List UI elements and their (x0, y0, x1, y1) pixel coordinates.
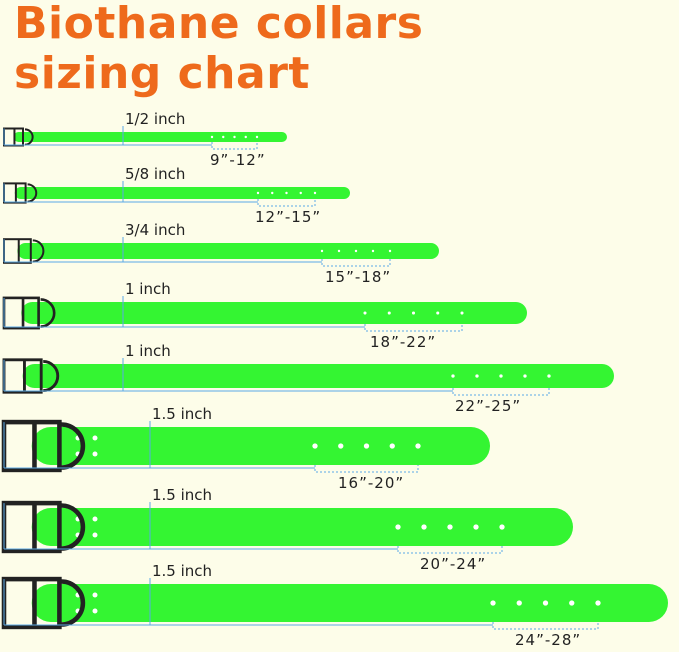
d-ring (61, 422, 86, 470)
hole (271, 191, 274, 195)
size-label: 15”-18” (325, 268, 391, 286)
width-label: 1 inch (125, 342, 171, 360)
d-ring (61, 579, 86, 627)
size-label: 18”-22” (370, 333, 436, 351)
title-line: sizing chart (14, 48, 310, 99)
hole (92, 435, 98, 441)
hole (92, 451, 98, 457)
width-label: 1.5 inch (152, 486, 212, 504)
hole (389, 443, 395, 449)
d-ring (24, 128, 34, 146)
hole (244, 135, 247, 139)
hole (337, 249, 341, 253)
hole (473, 524, 479, 530)
strap (31, 584, 668, 622)
size-bracket (452, 388, 550, 396)
hole (285, 191, 288, 195)
strap (31, 508, 573, 546)
hole (233, 135, 236, 139)
size-bracket (364, 324, 463, 332)
size-bracket (397, 546, 503, 554)
hole (475, 374, 479, 378)
strap (22, 364, 615, 388)
hole (447, 524, 453, 530)
size-label: 22”-25” (455, 397, 521, 415)
d-ring (40, 298, 56, 328)
width-label: 1.5 inch (152, 562, 212, 580)
size-bracket (321, 259, 391, 267)
hole (210, 135, 214, 139)
hole (363, 443, 370, 449)
hole (312, 443, 318, 449)
strap (14, 187, 351, 199)
hole (92, 516, 98, 522)
width-label: 1 inch (125, 280, 171, 298)
hole (92, 592, 98, 598)
hole (92, 532, 98, 538)
size-label: 9”-12” (210, 151, 266, 169)
d-ring (27, 183, 38, 203)
hole (371, 249, 375, 253)
hole (569, 600, 575, 606)
hole (363, 311, 367, 315)
d-ring (43, 359, 60, 393)
hole (523, 374, 527, 378)
hole (460, 311, 464, 315)
hole (388, 249, 392, 253)
strap (31, 427, 490, 465)
size-bracket (211, 142, 258, 150)
size-label: 24”-28” (515, 631, 581, 649)
hole (415, 443, 421, 449)
d-ring (32, 239, 45, 263)
hole (542, 600, 549, 606)
d-ring (61, 503, 86, 551)
hole (516, 600, 522, 606)
hole (411, 311, 416, 315)
hole (222, 135, 225, 139)
hole (499, 374, 503, 378)
width-label: 5/8 inch (125, 165, 185, 183)
width-label: 1/2 inch (125, 110, 185, 128)
size-label: 16”-20” (338, 474, 404, 492)
hole (255, 135, 259, 139)
hole (547, 374, 551, 378)
hole (499, 524, 505, 530)
size-bracket (257, 199, 316, 207)
width-label: 3/4 inch (125, 221, 185, 239)
size-label: 20”-24” (420, 555, 486, 573)
hole (395, 524, 401, 530)
hole (451, 374, 455, 378)
hole (421, 524, 427, 530)
hole (92, 608, 98, 614)
hole (256, 191, 260, 195)
size-bracket (314, 465, 419, 473)
size-label: 12”-15” (255, 208, 321, 226)
strap (13, 132, 287, 142)
width-label: 1.5 inch (152, 405, 212, 423)
hole (313, 191, 317, 195)
title-line: Biothane collars (14, 0, 424, 49)
hole (299, 191, 302, 195)
hole (436, 311, 440, 315)
hole (338, 443, 344, 449)
hole (490, 600, 496, 606)
size-bracket (492, 622, 599, 630)
strap (17, 243, 440, 259)
strap (21, 302, 528, 324)
hole (320, 249, 324, 253)
hole (595, 600, 601, 606)
hole (387, 311, 391, 315)
hole (354, 249, 358, 253)
